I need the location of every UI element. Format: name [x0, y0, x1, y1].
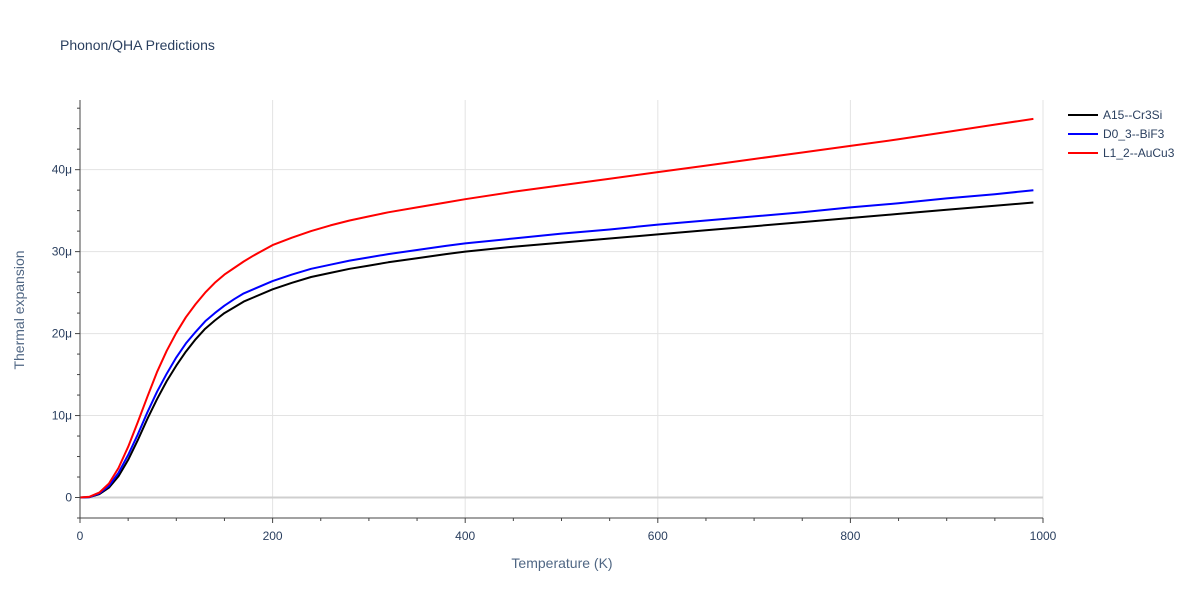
y-tick-label: 20μ — [52, 327, 72, 341]
x-tick-label: 800 — [840, 529, 860, 543]
series-layer — [79, 117, 1034, 499]
legend-item-3[interactable]: L1_2--AuCu3 — [1068, 146, 1175, 160]
y-tick-label: 0 — [65, 491, 72, 505]
legend-label: L1_2--AuCu3 — [1103, 146, 1175, 160]
x-tick-label: 1000 — [1030, 529, 1057, 543]
legend-item-1[interactable]: A15--Cr3Si — [1068, 108, 1162, 122]
x-tick-label: 200 — [263, 529, 283, 543]
legend[interactable]: A15--Cr3Si D0_3--BiF3 L1_2--AuCu3 — [1068, 108, 1175, 160]
y-tick-label: 10μ — [52, 409, 72, 423]
legend-label: A15--Cr3Si — [1103, 108, 1162, 122]
series-line-3[interactable] — [79, 117, 1034, 499]
y-axis-title: Thermal expansion — [11, 250, 27, 369]
legend-label: D0_3--BiF3 — [1103, 127, 1165, 141]
y-tick-label: 40μ — [52, 163, 72, 177]
series-line-1[interactable] — [79, 201, 1034, 499]
grid-layer — [80, 100, 1044, 518]
legend-item-2[interactable]: D0_3--BiF3 — [1068, 127, 1165, 141]
x-axis-title: Temperature (K) — [511, 555, 612, 571]
x-tick-label: 400 — [455, 529, 475, 543]
x-tick-label: 0 — [77, 529, 84, 543]
chart-title: Phonon/QHA Predictions — [60, 37, 215, 53]
axis-layer: 0 200 400 600 800 1000 0 10μ 20μ 30μ 40μ — [52, 100, 1057, 543]
series-line-2[interactable] — [79, 189, 1034, 499]
x-tick-label: 600 — [648, 529, 668, 543]
y-tick-label: 30μ — [52, 245, 72, 259]
